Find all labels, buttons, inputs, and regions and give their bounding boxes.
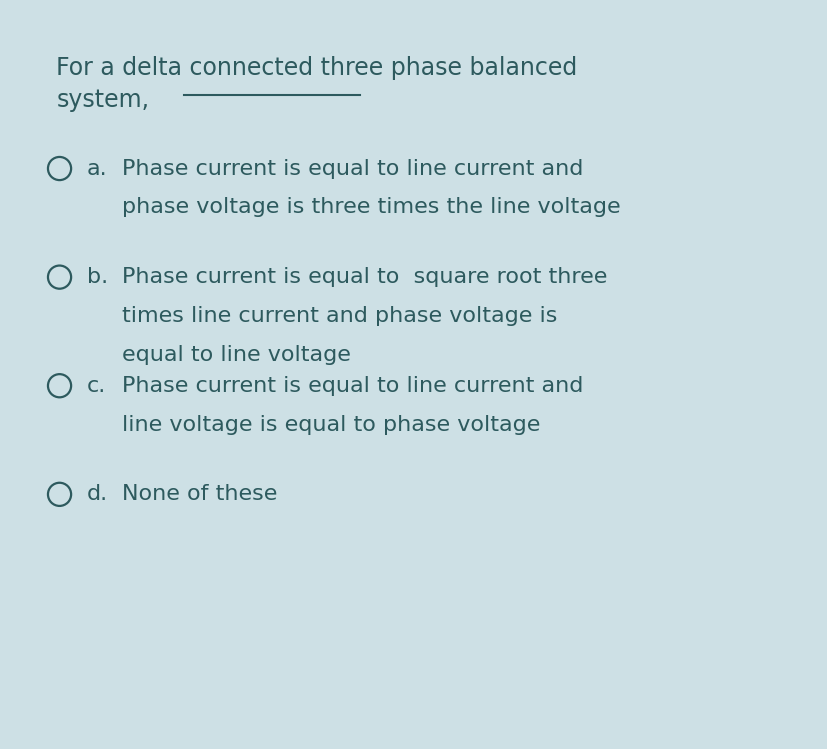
Text: Phase current is equal to line current and: Phase current is equal to line current a… [122,376,584,395]
Text: d.: d. [87,485,108,504]
Text: line voltage is equal to phase voltage: line voltage is equal to phase voltage [122,415,541,434]
Text: times line current and phase voltage is: times line current and phase voltage is [122,306,557,326]
Text: For a delta connected three phase balanced: For a delta connected three phase balanc… [56,56,577,80]
Text: None of these: None of these [122,485,278,504]
Text: system,: system, [56,88,149,112]
Text: phase voltage is three times the line voltage: phase voltage is three times the line vo… [122,198,621,217]
Text: Phase current is equal to  square root three: Phase current is equal to square root th… [122,267,608,287]
Text: b.: b. [87,267,108,287]
Text: a.: a. [87,159,108,178]
Text: c.: c. [87,376,106,395]
Text: equal to line voltage: equal to line voltage [122,345,351,365]
Text: Phase current is equal to line current and: Phase current is equal to line current a… [122,159,584,178]
